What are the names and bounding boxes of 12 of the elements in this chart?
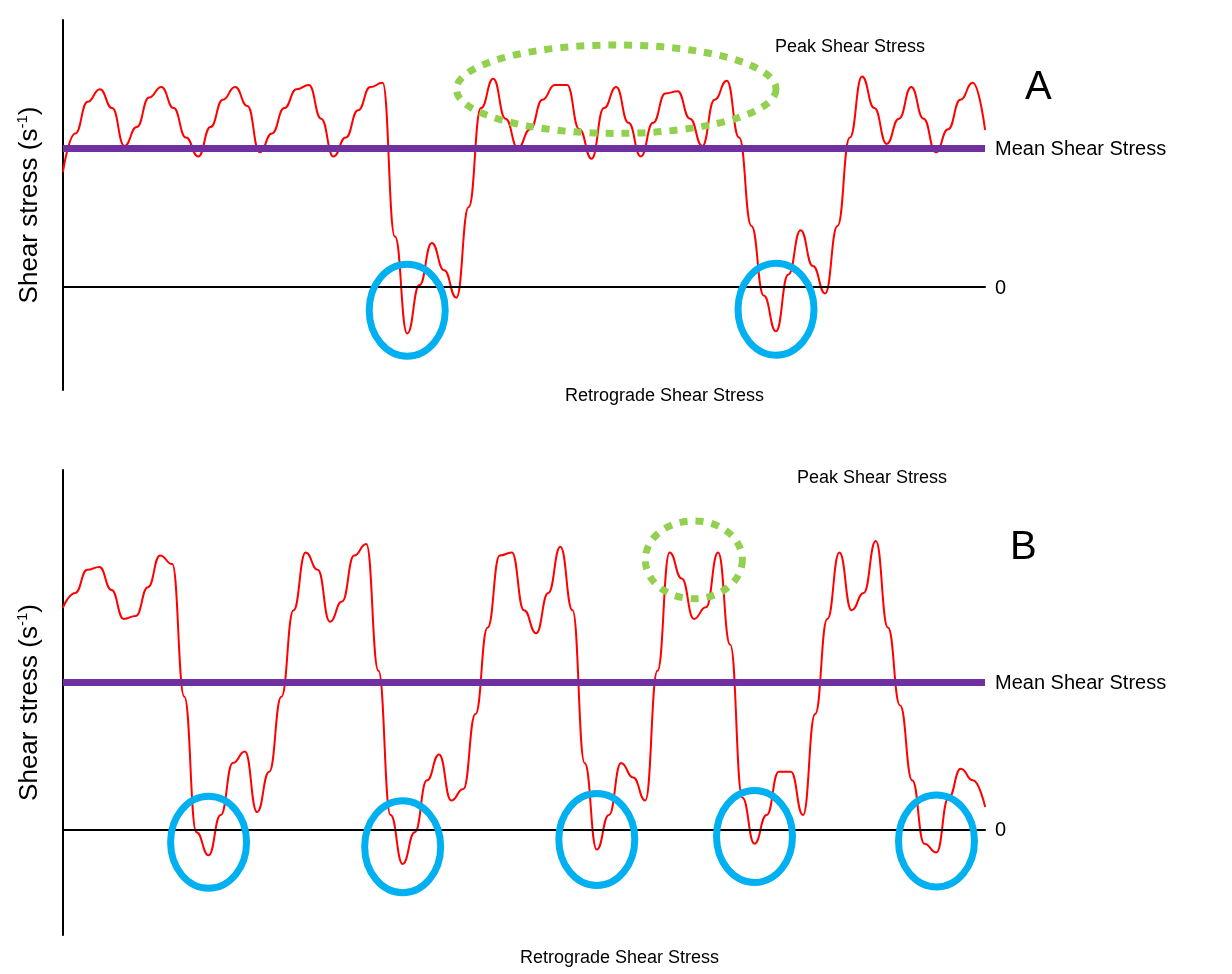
ref-line-label: 0 [995,818,1007,841]
text: Peak Shear Stress [775,36,926,56]
y-axis-title: Shear stress (s-1) [12,106,43,304]
text: Peak Shear Stress [797,467,948,487]
y-axis-title: Shear stress (s-1) [12,604,43,801]
text: Retrograde Shear Stress [565,385,765,405]
ref-line-label: Mean Shear Stress [995,671,1167,694]
text: Retrograde Shear Stress [520,947,720,967]
ref-line-label: 0 [995,276,1007,299]
text: A [1025,63,1052,107]
ref-line-label: Mean Shear Stress [995,137,1167,160]
text: B [1010,523,1037,567]
